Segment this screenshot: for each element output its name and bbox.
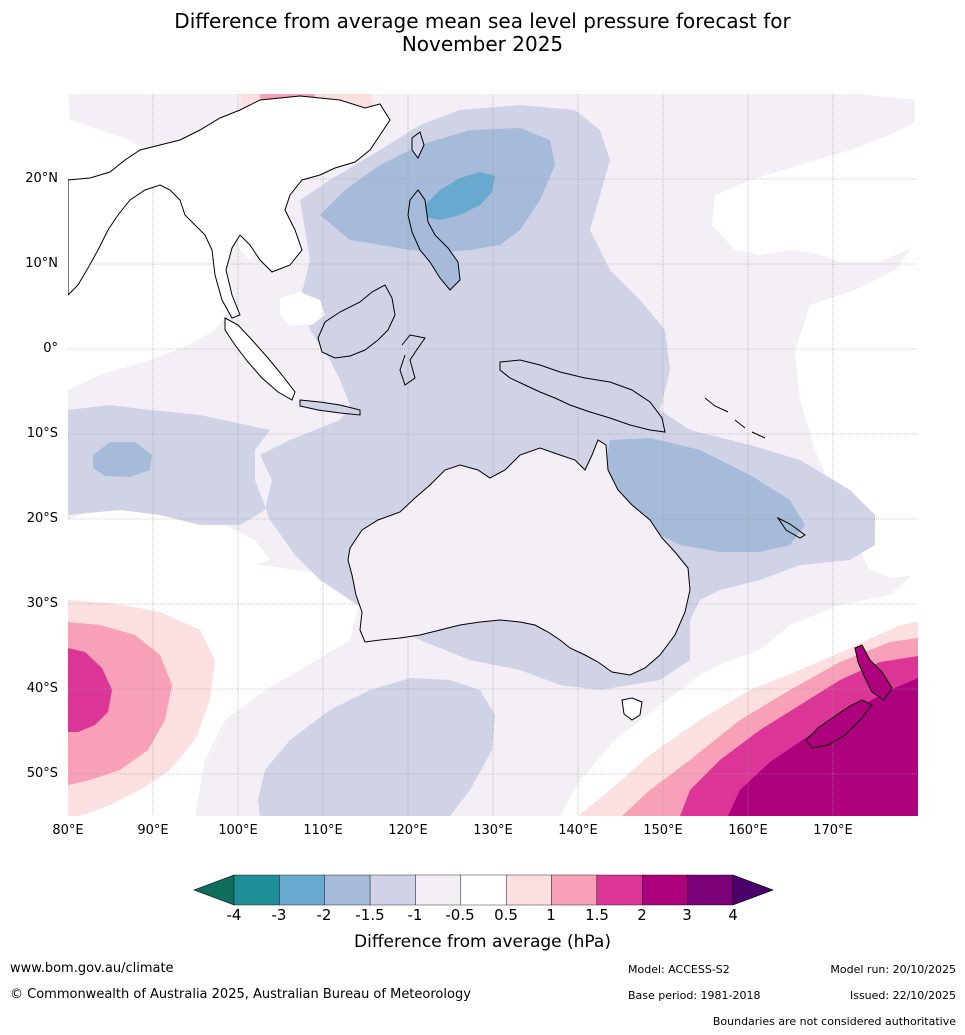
colorbar-swatch [460,874,507,906]
neutral-region-indian-ocean-south [68,506,270,570]
lon-label-80e: 80°E [52,823,84,838]
footer-issued: Issued: 22/10/2025 [849,989,956,1002]
negative-anomaly-coral-sea [605,438,805,552]
graticule [68,94,918,816]
colorbar-tick: 4 [728,906,738,924]
neutral-region-west-north [68,94,230,390]
footer-disclaimer: Boundaries are not considered authoritat… [712,1015,956,1028]
lat-label-20n: 20°N [25,171,58,186]
colorbar-swatch [551,874,598,906]
lat-label-40s: 40°S [26,681,58,696]
colorbar-tick: -0.5 [445,906,475,924]
colorbar-tick: -2 [316,906,332,924]
negative-anomaly-indian-ocean [93,442,152,477]
lon-label-130e: 130°E [473,823,513,838]
colorbar-swatch [233,874,280,906]
coastline-sulawesi [399,334,426,386]
lon-label-120e: 120°E [388,823,428,838]
colorbar-swatch [279,874,325,906]
lon-label-150e: 150°E [643,823,683,838]
coastline-new-zealand-south [805,699,873,749]
positive-anomaly-southwest-strong [68,648,112,732]
footer-model: Model: ACCESS-S2 [628,963,730,976]
coastline-australia [347,439,691,676]
positive-anomaly-southeast-core [728,678,918,816]
colorbar-swatch [596,874,643,906]
coastlines [68,95,893,749]
lon-label-110e: 110°E [303,823,343,838]
coastline-taiwan [411,131,425,159]
coastline-borneo [317,284,396,359]
coastline-solomon-islands [704,397,766,439]
colorbar [193,874,774,906]
colorbar-tick: -1 [407,906,423,924]
colorbar-arrow-high [732,874,774,906]
pressure-anomaly-map [68,94,918,816]
footer-model-run: Model run: 20/10/2025 [830,963,956,976]
lat-label-equator: 0° [43,341,58,356]
colorbar-tick: 0.5 [494,906,518,924]
coastline-asia-mainland [68,95,391,319]
colorbar-tick: -3 [271,906,287,924]
colorbar-tick: 1.5 [585,906,609,924]
colorbar-arrow-low [193,874,235,906]
negative-anomaly-band-tropics [68,105,875,690]
colorbar-tick: 3 [682,906,692,924]
coastline-philippines [407,189,461,291]
coastline-java [299,399,361,416]
colorbar-tick: -1.5 [355,906,385,924]
colorbar-tick: -4 [226,906,242,924]
lon-label-140e: 140°E [558,823,598,838]
colorbar-swatch [505,874,552,906]
lon-label-100e: 100°E [218,823,258,838]
colorbar-swatch [687,874,734,906]
colorbar-swatch [324,874,371,906]
lon-label-170e: 170°E [813,823,853,838]
neutral-patch-borneo [280,292,325,325]
neutral-region-north-pacific [712,94,918,262]
coastline-new-caledonia [776,516,806,539]
lat-label-30s: 30°S [26,596,58,611]
footer-website[interactable]: www.bom.gov.au/climate [10,961,174,976]
colorbar-tick: 2 [637,906,647,924]
title-line-1: Difference from average mean sea level p… [174,9,791,33]
colorbar-swatch [415,874,462,906]
chart-title: Difference from average mean sea level p… [0,10,965,56]
negative-anomaly-core-philippines [425,172,495,220]
neutral-region-east-pacific [795,240,918,578]
coastline-tasmania [621,697,643,721]
colorbar-swatch [369,874,416,906]
footer-base-period: Base period: 1981-2018 [628,989,761,1002]
lat-label-50s: 50°S [26,766,58,781]
footer-copyright: © Commonwealth of Australia 2025, Austra… [10,987,471,1002]
coastline-new-guinea [499,359,666,433]
lon-label-160e: 160°E [728,823,768,838]
colorbar-swatch [642,874,688,906]
lon-label-90e: 90°E [137,823,169,838]
negative-anomaly-south-indian-ocean [258,678,495,816]
colorbar-title: Difference from average (hPa) [354,932,611,952]
negative-anomaly-philippine-sea [320,128,555,252]
coastline-sumatra [224,317,296,401]
colorbar-tick: 1 [546,906,556,924]
lat-label-10s: 10°S [26,426,58,441]
title-line-2: November 2025 [401,32,564,56]
lat-label-20s: 20°S [26,511,58,526]
lat-label-10n: 10°N [25,256,58,271]
coastline-new-zealand-north [854,644,893,701]
